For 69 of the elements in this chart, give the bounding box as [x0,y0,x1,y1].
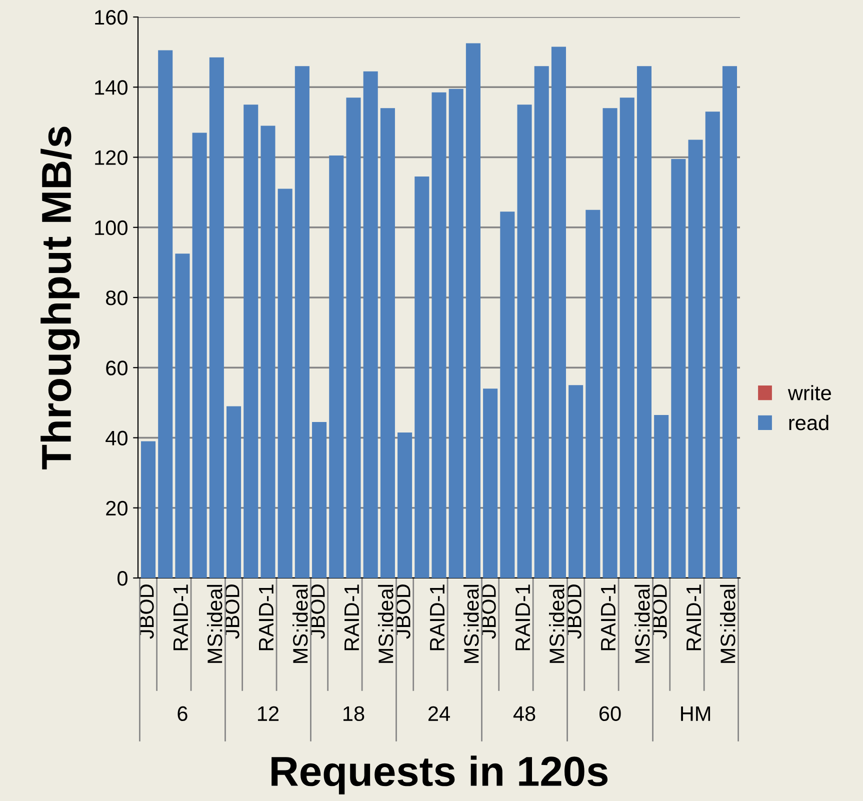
bar [671,159,686,578]
bar [551,46,566,578]
bar [260,126,276,578]
bar [448,88,464,578]
x-tick-label: RAID-1 [344,584,359,650]
y-tick-label: 20 [106,500,128,516]
x-tick-label: RAID-1 [516,584,530,650]
bar [140,441,156,578]
bar [329,155,344,578]
bar [534,66,549,578]
y-tick-label: 0 [118,571,128,586]
x-tick-label: RAID-1 [174,584,188,650]
bar [158,50,173,578]
x-tick-label: MS:ideal [378,584,394,663]
x-tick-label: RAID-1 [601,584,616,650]
bar [363,71,378,578]
bar [636,66,652,578]
y-tick-label: 80 [106,290,128,306]
x-tick-label: MS:ideal [463,584,479,663]
bar [294,66,310,578]
bar [346,98,361,578]
x-tick-label: MS:ideal [549,584,564,663]
y-tick-label: 120 [95,150,128,166]
bar [192,132,207,578]
bar [380,108,395,578]
x-tick-label: MS:ideal [206,584,222,663]
y-axis-title: Throughput MB/s [40,126,80,470]
text: 12 [258,706,279,721]
legend-label: read [789,414,828,430]
y-tick-label: 160 [95,10,128,25]
bar [244,104,258,578]
bar [312,422,327,578]
text: HM [681,706,710,721]
y-tick-label: 40 [106,430,128,446]
bar [654,414,669,578]
bar [483,388,498,578]
x-tick-label: RAID-1 [430,584,444,650]
text: 60 [599,706,621,722]
y-tick-label: 140 [95,80,128,95]
text: 48 [513,706,536,722]
x-tick-label: MS:ideal [634,584,650,663]
y-tick-label: 60 [106,360,128,376]
x-tick-label: RAID-1 [259,584,274,650]
bar [602,108,618,578]
bar [586,210,600,578]
bar [398,432,412,578]
bar [500,212,515,578]
x-tick-label: MS:ideal [292,584,308,663]
bar [688,140,703,578]
text: 24 [428,706,450,721]
bar [209,57,224,578]
bar [466,43,480,578]
bar [175,254,190,578]
y-tick-label: 100 [95,220,128,236]
bar [432,92,446,578]
text: 18 [343,706,364,722]
bar [620,98,634,578]
bar [517,104,532,578]
bar [278,188,292,578]
bar [722,66,738,578]
x-tick-label: RAID-1 [686,584,701,650]
legend-label: write [788,385,831,400]
text: 6 [178,706,188,722]
x-tick-label: MS:ideal [720,584,736,663]
bar [568,385,584,578]
bar [226,406,242,578]
bar [414,176,430,578]
x-axis-title: Requests in 120s [272,756,608,794]
bar [705,112,720,578]
